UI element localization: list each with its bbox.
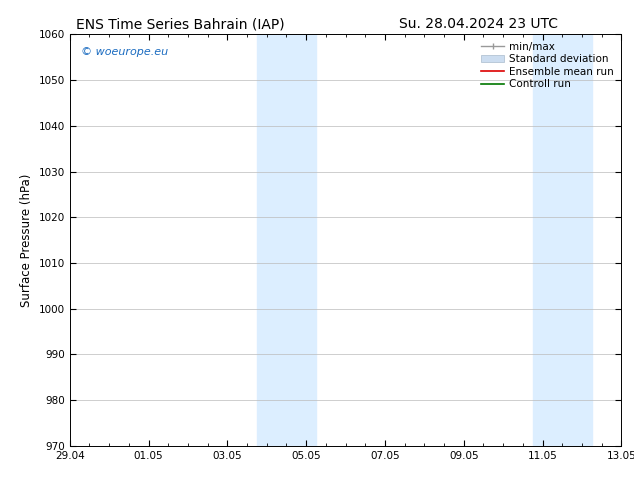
- Text: © woeurope.eu: © woeurope.eu: [81, 47, 168, 57]
- Bar: [533, 34, 592, 446]
- Bar: [257, 34, 316, 446]
- Y-axis label: Surface Pressure (hPa): Surface Pressure (hPa): [20, 173, 33, 307]
- Text: Su. 28.04.2024 23 UTC: Su. 28.04.2024 23 UTC: [399, 17, 558, 31]
- Text: ENS Time Series Bahrain (IAP): ENS Time Series Bahrain (IAP): [76, 17, 285, 31]
- Legend: min/max, Standard deviation, Ensemble mean run, Controll run: min/max, Standard deviation, Ensemble me…: [479, 40, 616, 92]
